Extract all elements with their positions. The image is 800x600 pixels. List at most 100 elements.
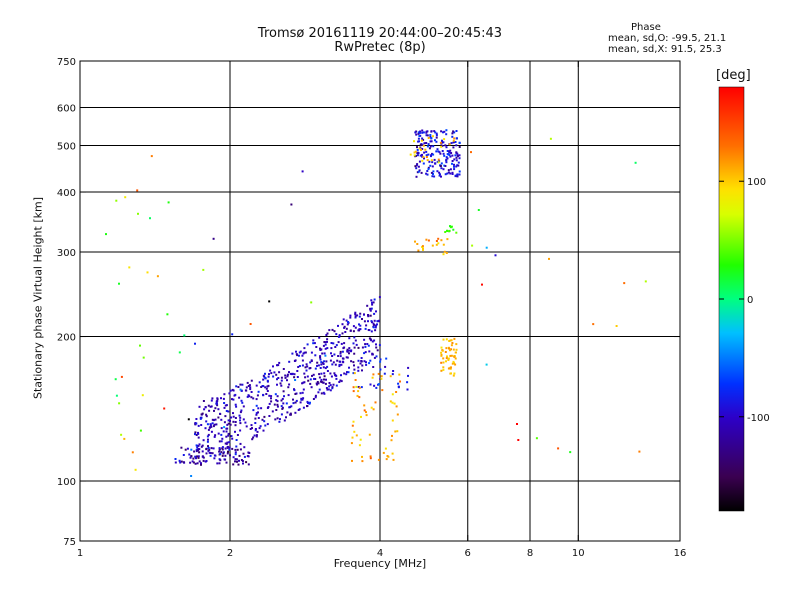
data-point [365,414,368,417]
data-point [178,351,181,354]
data-point [354,326,357,329]
x-tick-label: 6 [465,548,471,559]
y-tick-label: 200 [57,333,76,344]
data-point [283,395,285,398]
data-point [427,166,430,169]
data-point [314,367,317,370]
data-point [352,420,355,423]
data-point [225,410,228,412]
data-point [363,409,366,412]
data-point [445,129,448,132]
data-point [200,424,203,426]
data-point [298,354,300,357]
data-point [447,169,450,172]
data-point [284,374,287,377]
data-point [227,450,229,453]
data-point [352,372,355,375]
data-point [449,155,452,158]
data-point [326,332,329,335]
data-point [123,437,126,440]
data-point [242,418,245,421]
data-point [290,405,293,408]
data-point [202,268,205,271]
data-point [416,148,419,151]
data-point [252,409,255,412]
data-point [343,342,346,345]
data-point [445,252,448,254]
data-point [417,131,420,134]
data-point [417,249,420,252]
data-point [289,413,292,416]
data-point [334,363,337,366]
data-point [224,454,227,457]
data-point [332,383,335,386]
data-point [427,239,430,242]
data-point [365,363,368,366]
data-point [276,395,279,398]
data-point [485,246,488,249]
data-point [220,433,223,436]
data-point [227,432,230,435]
data-point [453,372,456,375]
data-point [275,373,278,376]
data-point [450,354,453,357]
data-point [294,401,297,404]
data-point [371,303,374,306]
data-point [255,404,258,407]
data-point [373,323,375,326]
data-point [413,140,415,143]
x-tick-label: 8 [527,548,533,559]
data-point [264,372,266,375]
data-point [353,372,356,375]
data-point [358,315,361,318]
data-point [448,229,451,232]
data-point [246,395,249,398]
data-point [231,333,234,336]
data-point [262,374,265,377]
data-point [425,156,428,158]
data-point [230,416,233,419]
data-point [354,316,357,319]
data-point [235,405,238,408]
data-point [409,153,412,156]
data-point [376,323,378,326]
data-point [323,360,326,363]
data-point [213,454,216,457]
data-point [253,434,256,437]
data-point [303,372,306,375]
data-point [375,346,378,349]
data-point [105,233,107,236]
data-point [238,454,241,457]
data-point [416,243,419,245]
data-point [325,360,328,363]
grid-layer [80,61,680,541]
data-point [435,136,438,139]
data-point [369,338,372,341]
data-point [270,372,273,375]
data-point [254,422,257,424]
data-point [317,391,320,394]
data-point [318,373,321,376]
data-point [271,410,274,413]
colorbar-unit-label: [deg] [716,68,751,83]
data-point [188,453,191,456]
data-point [441,141,444,144]
data-point [363,404,366,407]
data-point [270,395,273,398]
data-point [457,164,460,167]
data-point [266,379,269,382]
data-point [260,407,263,410]
data-point [319,367,322,369]
data-point [231,447,234,450]
data-point [297,409,300,411]
data-point [343,325,346,328]
data-point [224,415,227,418]
data-point [249,428,252,430]
data-point [343,326,346,329]
data-point [421,148,424,150]
data-point [212,425,215,428]
data-point [282,390,285,393]
data-point [156,275,159,278]
data-point [395,391,398,393]
data-point [358,444,361,447]
